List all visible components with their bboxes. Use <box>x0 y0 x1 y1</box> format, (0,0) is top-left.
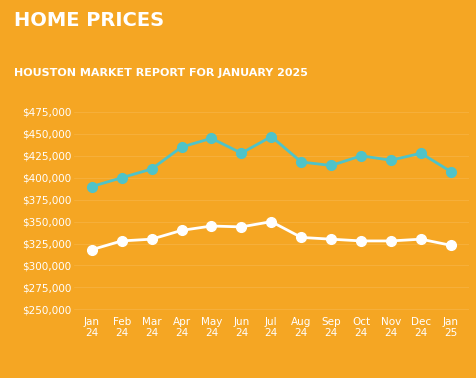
Average Sales Price <box>208 136 214 141</box>
Average Sales Price <box>268 134 274 139</box>
Average Sales Price <box>119 175 125 180</box>
Average Sales Price <box>178 145 184 149</box>
Average Sales Price <box>238 151 244 155</box>
Average Sales Price <box>298 160 304 164</box>
Median Sales Price <box>89 248 95 252</box>
Line: Median Sales Price: Median Sales Price <box>87 217 456 254</box>
Average Sales Price <box>388 158 394 163</box>
Median Sales Price <box>388 239 394 243</box>
Median Sales Price <box>178 228 184 233</box>
Median Sales Price <box>418 237 424 242</box>
Average Sales Price <box>89 184 95 189</box>
Average Sales Price <box>358 153 364 158</box>
Median Sales Price <box>268 219 274 224</box>
Text: HOUSTON MARKET REPORT FOR JANUARY 2025: HOUSTON MARKET REPORT FOR JANUARY 2025 <box>14 68 308 78</box>
Average Sales Price <box>448 169 454 174</box>
Median Sales Price <box>149 237 154 242</box>
Line: Average Sales Price: Average Sales Price <box>87 132 456 191</box>
Median Sales Price <box>448 243 454 248</box>
Average Sales Price <box>149 167 154 171</box>
Median Sales Price <box>358 239 364 243</box>
Median Sales Price <box>328 237 334 242</box>
Median Sales Price <box>208 224 214 228</box>
Median Sales Price <box>119 239 125 243</box>
Average Sales Price <box>418 151 424 155</box>
Text: HOME PRICES: HOME PRICES <box>14 11 164 30</box>
Median Sales Price <box>238 225 244 229</box>
Median Sales Price <box>298 235 304 240</box>
Average Sales Price <box>328 163 334 168</box>
